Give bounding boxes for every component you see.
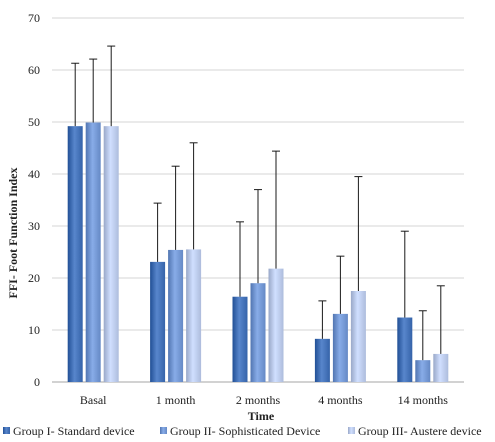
bar: [314, 338, 330, 382]
y-tick-label: 70: [28, 11, 40, 25]
bar: [433, 353, 449, 382]
bar: [168, 249, 184, 382]
x-tick-label: 2 months: [236, 393, 281, 407]
x-tick-label: 14 months: [398, 393, 449, 407]
y-tick-label: 20: [28, 271, 40, 285]
y-tick-label: 60: [28, 63, 40, 77]
bar: [186, 249, 202, 382]
y-tick-label: 10: [28, 323, 40, 337]
legend-label: Group I- Standard device: [13, 424, 135, 438]
x-tick-label: Basal: [80, 393, 107, 407]
x-tick-label: 4 months: [318, 393, 363, 407]
bar: [232, 296, 248, 382]
y-axis-title: FFI- Foot Function Index: [6, 167, 20, 298]
bar: [415, 360, 431, 382]
y-tick-label: 30: [28, 219, 40, 233]
x-tick-label: 1 month: [156, 393, 196, 407]
legend-swatch: [348, 427, 355, 434]
legend: Group I- Standard device Group II- Sophis…: [3, 424, 482, 438]
error-bars: [71, 45, 445, 361]
bar: [332, 313, 348, 382]
legend-swatch: [3, 427, 10, 434]
bar: [103, 126, 119, 382]
bar: [350, 291, 366, 382]
y-tick-label: 0: [34, 375, 40, 389]
bar: [67, 126, 83, 382]
bars: [67, 122, 449, 383]
bar: [150, 261, 166, 382]
legend-label: Group III- Austere device: [358, 424, 482, 438]
y-tick-label: 40: [28, 167, 40, 181]
x-axis-title: Time: [248, 409, 275, 423]
bar: [268, 268, 284, 382]
axes: 0 10 20 30 40 50 60 70 Basal 1 month 2 months 4 mon…: [28, 11, 448, 407]
y-tick-label: 50: [28, 115, 40, 129]
bar: [85, 122, 101, 383]
legend-label: Group II- Sophisticated Device: [170, 424, 320, 438]
legend-swatch: [160, 427, 167, 434]
bar: [397, 317, 413, 382]
bar: [250, 283, 266, 382]
